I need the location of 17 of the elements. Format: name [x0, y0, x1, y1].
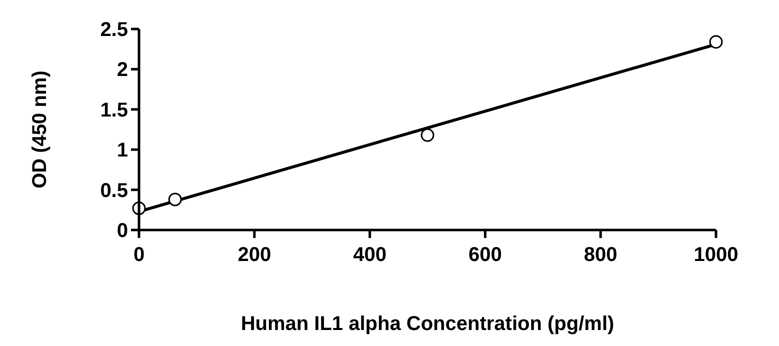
point: [168, 192, 182, 206]
x-tick-label: 800: [584, 244, 618, 266]
x-tick-label: 400: [353, 244, 386, 266]
y-tick-label: 2.5: [100, 19, 128, 41]
point: [420, 128, 434, 142]
x-tick-label: 0: [133, 244, 145, 266]
y-axis-title: OD (450 nm): [29, 70, 51, 188]
x-tick-label: 600: [468, 244, 502, 266]
y-tick-label: 1.5: [100, 99, 128, 122]
y-tick-label: 0: [116, 220, 128, 242]
point: [709, 35, 723, 49]
y-tick-label: 1: [116, 140, 128, 162]
x-tick-label: 1000: [694, 244, 738, 266]
x-tick-label: 200: [238, 244, 272, 266]
y-tick-label: 2: [116, 59, 128, 82]
x-axis-title: Human IL1 alpha Concentration (pg/ml): [240, 313, 614, 335]
y-tick-label: 0.5: [100, 180, 128, 202]
